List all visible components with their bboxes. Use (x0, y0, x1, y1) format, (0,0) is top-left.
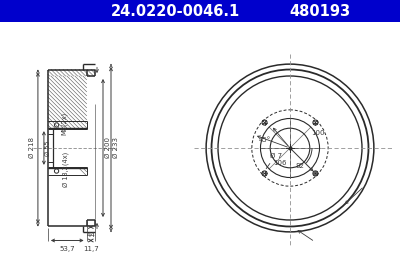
Text: 53,7: 53,7 (60, 246, 75, 253)
Text: Ø 7: Ø 7 (266, 152, 282, 169)
Text: Ø 55: Ø 55 (45, 140, 51, 156)
Text: Ø 200: Ø 200 (105, 138, 111, 159)
Text: M8(2x): M8(2x) (61, 112, 67, 135)
Text: 82: 82 (295, 163, 304, 169)
Text: Ø 218: Ø 218 (29, 138, 35, 159)
Text: Ø 13,2(4x): Ø 13,2(4x) (62, 152, 69, 187)
Text: 45°: 45° (259, 137, 271, 143)
Text: Ø 233: Ø 233 (113, 138, 119, 159)
Text: 11,7: 11,7 (83, 246, 99, 253)
Text: 106: 106 (273, 160, 286, 166)
Text: 24.0220-0046.1: 24.0220-0046.1 (110, 3, 240, 18)
Text: 44: 44 (86, 232, 95, 238)
Text: 100: 100 (312, 130, 325, 136)
Text: 480193: 480193 (290, 3, 350, 18)
Bar (0, 0, 400, 22)
